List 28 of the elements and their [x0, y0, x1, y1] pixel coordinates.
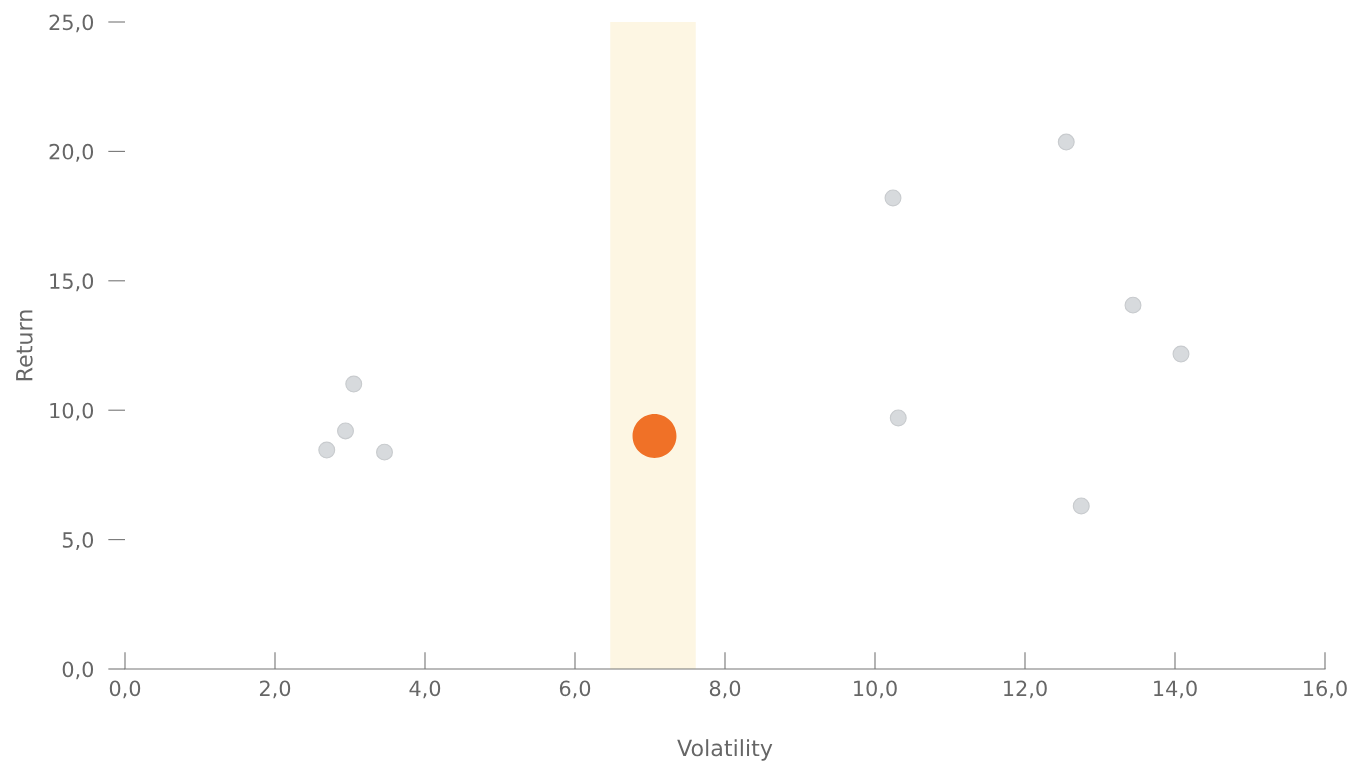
x-axis-title: Volatility — [677, 739, 773, 761]
x-tick-label: 12,0 — [1004, 680, 1047, 699]
y-axis-title: Return — [16, 310, 33, 381]
point — [1072, 497, 1090, 515]
x-tick-label: 6,0 — [559, 680, 591, 699]
point — [318, 441, 336, 459]
x-tick-label: 16,0 — [1304, 680, 1347, 699]
point — [376, 443, 393, 461]
point — [884, 189, 902, 207]
point — [337, 422, 354, 440]
x-tick-label: 2,0 — [259, 680, 291, 699]
y-tick-label: 15,0 — [50, 273, 94, 292]
point — [632, 414, 677, 459]
y-tick-label: 20,0 — [49, 143, 94, 162]
x-tick-label: 14,0 — [1154, 680, 1197, 699]
y-tick-label: 25,0 — [49, 14, 94, 33]
x-tick-label: 4,0 — [409, 680, 441, 699]
point — [1057, 133, 1075, 151]
point — [1124, 296, 1142, 314]
x-tick-label: 8,0 — [709, 680, 741, 699]
y-tick-label: 0,0 — [62, 661, 94, 680]
point — [889, 409, 907, 427]
y-tick-label: 10,0 — [50, 402, 94, 421]
point — [1172, 345, 1190, 363]
y-tick-label: 5,0 — [62, 532, 94, 550]
x-tick-label: 10,0 — [854, 680, 897, 699]
point — [345, 375, 363, 393]
x-tick-label: 0,0 — [109, 680, 141, 699]
